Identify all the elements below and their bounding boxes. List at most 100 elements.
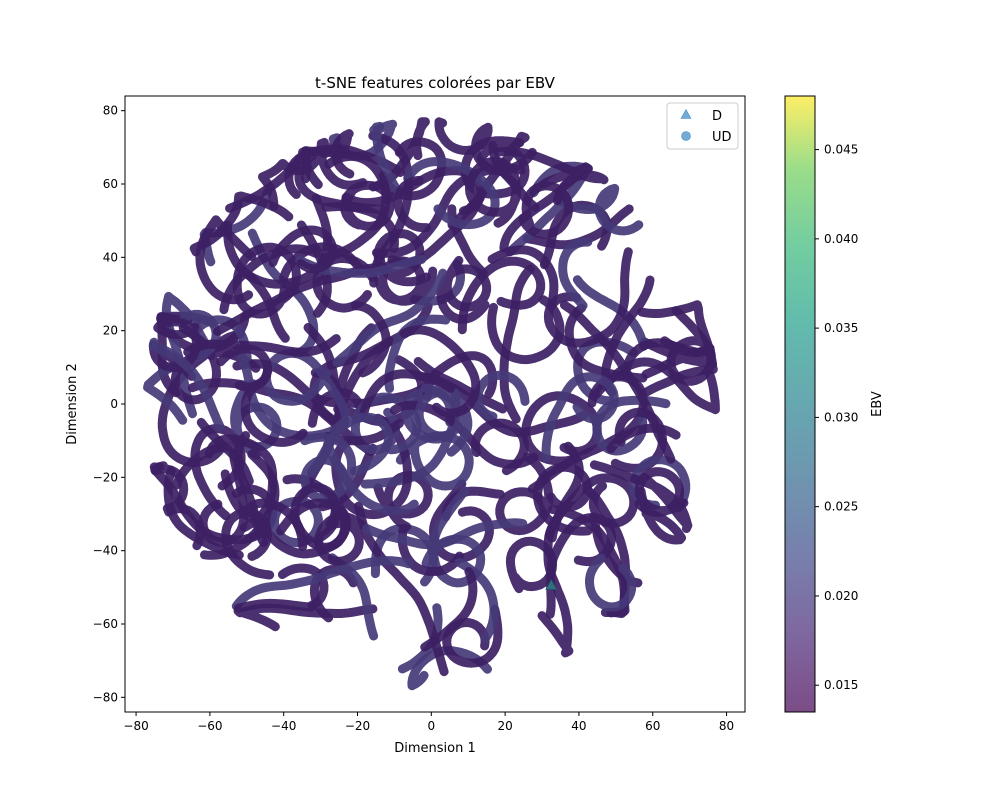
ud-point-strand: [554, 183, 644, 236]
ud-point-strand: [216, 344, 273, 392]
ud-point-strand: [384, 314, 451, 393]
ud-point-strand: [233, 603, 378, 632]
ud-point-strand: [399, 325, 481, 418]
ud-point-strand: [558, 237, 593, 311]
x-tick-label: 60: [645, 719, 660, 733]
ud-point-strand: [465, 156, 521, 228]
ud-point-strand: [231, 556, 414, 611]
ud-point-strand: [564, 303, 648, 383]
ud-point-strand: [332, 268, 448, 367]
y-tick-label: 20: [103, 324, 118, 338]
ud-point-strand: [373, 229, 431, 287]
colorbar-tick-label: 0.020: [824, 589, 858, 603]
ud-point-strand: [350, 301, 391, 378]
y-tick-label: −40: [93, 544, 118, 558]
x-axis-ticks: −80 −60 −40 −20 0 20 40 60 80: [123, 712, 734, 733]
ud-point-strand: [442, 604, 503, 668]
ud-point-strand: [204, 434, 278, 532]
ud-point-strand: [255, 498, 352, 559]
ud-point-strand: [240, 377, 308, 447]
ud-point-strand: [183, 334, 341, 357]
ud-point-strand: [541, 372, 619, 463]
ud-point-strand: [606, 423, 681, 454]
scatter-points-layer: [143, 117, 720, 691]
ud-point-strand: [403, 157, 500, 230]
ud-point-strand: [148, 337, 225, 432]
ud-point-strand: [362, 518, 528, 550]
ud-point-strand: [457, 256, 546, 335]
colorbar-tick-label: 0.045: [824, 143, 858, 157]
ud-point-strand: [198, 448, 249, 547]
ud-point-strand: [572, 275, 649, 351]
ud-point-strand: [493, 146, 609, 206]
ud-point-strand: [413, 357, 508, 414]
colorbar-tick-label: 0.030: [824, 410, 858, 424]
ud-point-strand: [537, 517, 574, 658]
x-tick-label: −20: [345, 719, 370, 733]
ud-point-strand: [232, 242, 301, 319]
x-tick-label: −40: [271, 719, 296, 733]
x-tick-label: −60: [197, 719, 222, 733]
ud-point-strand: [585, 553, 637, 612]
ud-point-strand: [225, 146, 323, 213]
ud-point-strand: [634, 467, 689, 517]
ud-point-strand: [294, 151, 387, 214]
ud-point-strand: [318, 151, 391, 263]
ud-point-strand: [323, 439, 419, 516]
colorbar: 0.015 0.020 0.025 0.030 0.035 0.040 0.045 EBV: [784, 95, 885, 713]
ud-point-strand: [258, 137, 368, 211]
x-tick-label: 0: [427, 719, 435, 733]
ud-point-strand: [499, 264, 535, 424]
ud-point-strand: [393, 175, 432, 233]
ud-point-strand: [420, 567, 478, 652]
ud-point-strand: [270, 497, 323, 548]
y-tick-label: 40: [103, 250, 118, 264]
ud-point-strand: [414, 383, 473, 457]
legend-marker-ud: [681, 131, 691, 141]
colorbar-ticks: 0.015 0.020 0.025 0.030 0.035 0.040 0.045: [815, 143, 858, 692]
ud-point-strand: [261, 348, 350, 420]
ud-point-strand: [359, 369, 456, 417]
ud-point-strand: [666, 306, 716, 386]
y-tick-label: 60: [103, 177, 118, 191]
x-tick-label: 20: [497, 719, 512, 733]
colorbar-tick-label: 0.025: [824, 500, 858, 514]
x-axis-label: Dimension 1: [394, 741, 476, 756]
legend-label-ud: UD: [712, 130, 732, 145]
ud-point-strand: [495, 452, 554, 536]
ud-point-strand: [487, 295, 565, 365]
ud-point-strand: [621, 300, 716, 374]
y-axis-label: Dimension 2: [65, 363, 80, 445]
y-tick-label: −80: [93, 690, 118, 704]
legend-label-d: D: [712, 109, 722, 124]
ud-point-strand: [196, 417, 254, 486]
x-tick-label: 40: [571, 719, 586, 733]
ud-point-strand: [369, 121, 405, 200]
colorbar-label: EBV: [870, 391, 885, 417]
ud-point-strand: [360, 388, 461, 489]
ud-point-strand: [372, 163, 526, 258]
x-tick-label: −80: [123, 719, 148, 733]
colorbar-tick-label: 0.015: [824, 678, 858, 692]
ud-point-strand: [505, 536, 557, 594]
y-tick-label: −60: [93, 617, 118, 631]
legend: D UD: [666, 102, 739, 150]
d-point: [545, 578, 558, 590]
ud-point-strand: [219, 244, 321, 315]
colorbar-frame: [784, 95, 816, 713]
ud-point-strand: [470, 418, 529, 476]
ud-point-strand: [330, 129, 355, 179]
ud-point-strand: [592, 395, 671, 456]
y-tick-label: 0: [110, 397, 118, 411]
colorbar-gradient: [785, 96, 815, 712]
y-tick-label: −20: [93, 470, 118, 484]
x-tick-label: 80: [719, 719, 734, 733]
ud-point-strand: [487, 245, 559, 307]
colorbar-tick-label: 0.035: [824, 321, 858, 335]
legend-marker-d: [680, 108, 692, 119]
colorbar-tick-label: 0.040: [824, 232, 858, 246]
chart-title: t-SNE features colorées par EBV: [315, 74, 556, 92]
ud-point-strand: [268, 225, 338, 274]
y-tick-label: 80: [103, 104, 118, 118]
